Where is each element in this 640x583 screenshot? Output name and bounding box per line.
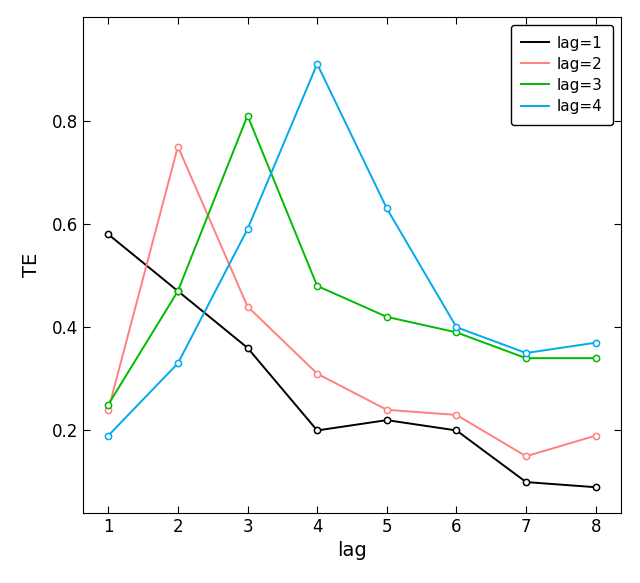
lag=3: [314, 282, 321, 289]
lag=1: [592, 484, 600, 491]
lag=2: [452, 412, 460, 419]
lag=3: [522, 354, 530, 361]
lag=1: [104, 231, 112, 238]
Y-axis label: TE: TE: [22, 253, 41, 278]
lag=3: [104, 401, 112, 408]
lag=2: [174, 143, 182, 150]
lag=3: [452, 329, 460, 336]
Line: lag=2: lag=2: [105, 143, 599, 459]
lag=4: [314, 61, 321, 68]
X-axis label: lag: lag: [337, 542, 367, 560]
lag=1: [314, 427, 321, 434]
lag=2: [592, 432, 600, 439]
lag=4: [592, 339, 600, 346]
Line: lag=4: lag=4: [105, 61, 599, 439]
lag=4: [244, 226, 252, 233]
lag=2: [522, 453, 530, 460]
lag=4: [104, 432, 112, 439]
lag=2: [383, 406, 390, 413]
lag=3: [174, 287, 182, 294]
lag=4: [522, 350, 530, 357]
Line: lag=1: lag=1: [105, 231, 599, 490]
lag=1: [383, 417, 390, 424]
lag=4: [174, 360, 182, 367]
lag=2: [314, 370, 321, 377]
lag=1: [522, 479, 530, 486]
lag=3: [383, 314, 390, 321]
lag=3: [592, 354, 600, 361]
lag=2: [244, 303, 252, 310]
lag=4: [452, 324, 460, 331]
lag=1: [244, 345, 252, 352]
lag=4: [383, 205, 390, 212]
lag=1: [452, 427, 460, 434]
lag=1: [174, 287, 182, 294]
Line: lag=3: lag=3: [105, 113, 599, 408]
lag=3: [244, 112, 252, 119]
lag=2: [104, 406, 112, 413]
Legend: lag=1, lag=2, lag=3, lag=4: lag=1, lag=2, lag=3, lag=4: [511, 25, 613, 125]
